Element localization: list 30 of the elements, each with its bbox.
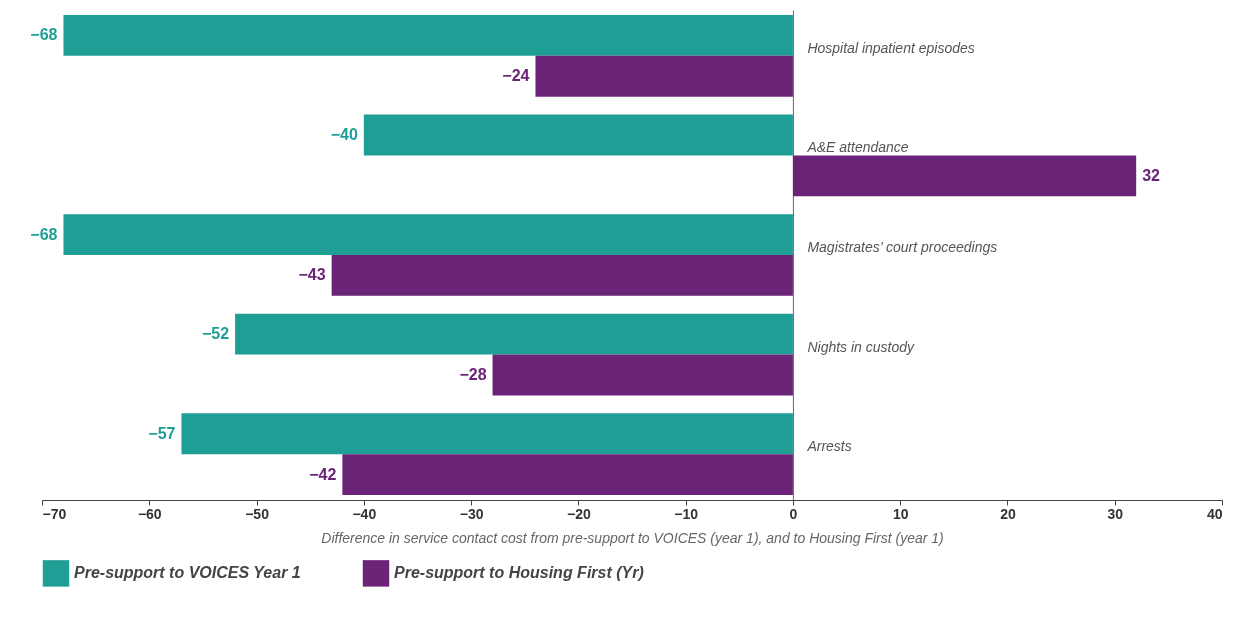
y-tick-label: Magistrates’ court proceedings: [807, 239, 998, 255]
x-tick-label: −40: [352, 505, 377, 522]
x-tick-label: −10: [674, 505, 699, 522]
data-label: −68: [30, 225, 58, 243]
x-tick-label: 30: [1107, 505, 1124, 522]
x-tick-label: −20: [566, 505, 591, 522]
data-label: −24: [502, 67, 530, 85]
x-tick-label: −50: [245, 505, 270, 522]
x-tick-label: 40: [1206, 505, 1223, 522]
x-tick-label: −30: [459, 505, 484, 522]
y-tick-label: Hospital inpatient episodes: [807, 39, 975, 56]
x-tick-label: −70: [42, 505, 67, 522]
y-tick-label: A&E attendance: [806, 139, 909, 156]
data-label: −40: [330, 125, 358, 143]
x-axis-title: Difference in service contact cost from pre-support to VOICES (year 1), and to Housing First (year 1): [321, 529, 944, 546]
y-tick-label: Arrests: [806, 438, 852, 455]
legend-label: Pre-support to VOICES Year 1: [74, 564, 301, 582]
x-tick-label: −60: [137, 505, 162, 522]
y-tick-label: Nights in custody: [807, 338, 916, 355]
data-label: −42: [309, 465, 337, 483]
x-tick-label: 0: [789, 505, 798, 522]
legend-label: Pre-support to Housing First (Yr): [394, 564, 644, 582]
data-label: −57: [148, 424, 176, 442]
x-tick-label: 20: [1000, 505, 1016, 522]
data-label: 32: [1142, 166, 1161, 184]
x-tick-label: 10: [892, 505, 909, 522]
data-label: −68: [30, 26, 58, 44]
data-label: −43: [298, 266, 326, 284]
data-label: −52: [201, 325, 230, 343]
data-label: −28: [459, 366, 487, 384]
